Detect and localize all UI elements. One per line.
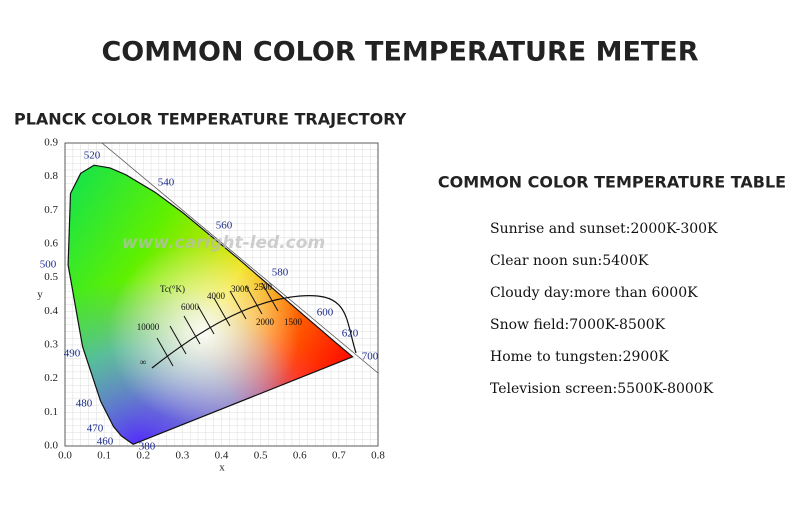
table-row: Sunrise and sunset:2000K-300K (490, 221, 718, 237)
isotherm (183, 315, 201, 345)
y-tick-label: 0.7 (44, 204, 58, 216)
isotherm (213, 297, 231, 327)
isotherm (197, 305, 215, 335)
isotherm (169, 325, 187, 355)
table-row: Television screen:5500K-8000K (490, 381, 714, 397)
wavelength-label: 580 (272, 267, 289, 279)
table-row: Clear noon sun:5400K (490, 253, 649, 269)
wavelength-label: 620 (342, 328, 359, 340)
y-tick-label: 0.5 (44, 271, 58, 283)
temperature-label: 2500 (254, 282, 273, 292)
y-tick-label: 0.3 (44, 339, 58, 351)
y-tick-label: 0.1 (44, 406, 58, 418)
x-tick-label: 0.8 (371, 450, 385, 462)
x-tick-label: 0.4 (215, 450, 229, 462)
wavelength-label: 600 (317, 307, 334, 319)
wavelength-label: 520 (84, 150, 101, 162)
wavelength-label: 480 (76, 398, 93, 410)
plot-frame (64, 142, 379, 447)
wavelength-label: 470 (87, 423, 104, 435)
table-row: Cloudy day:more than 6000K (490, 285, 698, 301)
spectral-locus (67, 164, 354, 445)
x-tick-label: 0.7 (332, 450, 346, 462)
watermark: www.caright-led.com (122, 233, 325, 253)
isotherm (245, 285, 263, 315)
temperature-label: 3000 (231, 284, 250, 294)
y-tick-label: 0.8 (44, 170, 58, 182)
x-tick-label: 0.3 (176, 450, 190, 462)
temperature-label: 1500 (284, 317, 303, 327)
y-tick-label: 0.6 (44, 238, 58, 250)
y-tick-label: 0.0 (44, 440, 58, 452)
page-title: COMMON COLOR TEMPERATURE METER (101, 37, 698, 68)
table-row: Home to tungsten:2900K (490, 349, 669, 365)
temperature-label: 6000 (181, 302, 200, 312)
wavelength-label: 700 (362, 351, 379, 363)
wavelength-label: 490 (64, 348, 81, 360)
isotherm (261, 282, 279, 312)
planck-curve (151, 295, 357, 369)
y-tick-label: 0.4 (44, 305, 58, 317)
wavelength-label: 380 (139, 441, 156, 453)
table-row: Snow field:7000K-8500K (490, 317, 666, 333)
temperature-label: 2000 (256, 317, 275, 327)
x-tick-label: 0.1 (97, 450, 111, 462)
isotherm (156, 337, 174, 367)
temperature-label: ∞ (140, 357, 146, 367)
diagram-title: PLANCK COLOR TEMPERATURE TRAJECTORY (14, 110, 407, 129)
wavelength-label: 460 (97, 436, 114, 448)
diagonal (101, 142, 379, 374)
wavelength-label: 540 (158, 177, 175, 189)
wavelength-label: 500 (40, 259, 57, 271)
tc-label: Tc(°K) (160, 284, 185, 294)
y-tick-label: 0.9 (44, 137, 58, 149)
x-label: x (219, 462, 225, 474)
temperature-label: 4000 (207, 291, 226, 301)
x-tick-label: 0.5 (254, 450, 268, 462)
table-title: COMMON COLOR TEMPERATURE TABLE (438, 173, 786, 192)
y-tick-label: 0.2 (44, 372, 58, 384)
x-tick-label: 0.0 (58, 450, 72, 462)
x-tick-label: 0.6 (293, 450, 307, 462)
x-tick-label: 0.2 (136, 450, 150, 462)
y-label: y (37, 289, 43, 301)
temperature-label: 10000 (137, 322, 160, 332)
wavelength-label: 560 (216, 220, 233, 232)
isotherm (229, 290, 247, 320)
